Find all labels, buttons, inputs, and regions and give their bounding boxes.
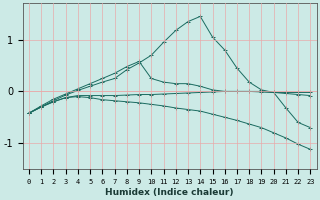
X-axis label: Humidex (Indice chaleur): Humidex (Indice chaleur) <box>105 188 234 197</box>
